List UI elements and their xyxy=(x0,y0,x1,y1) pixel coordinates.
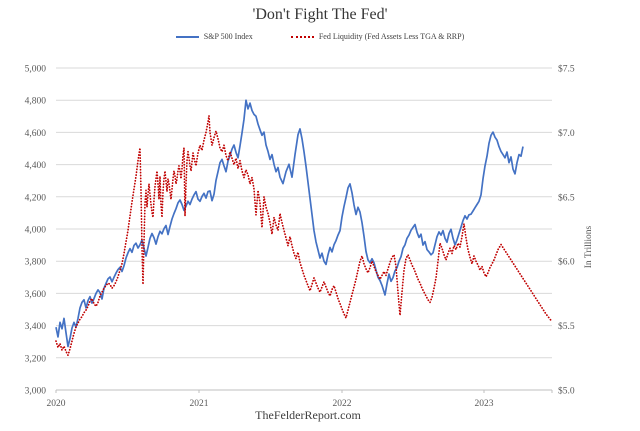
y-left-tick-label: 3,800 xyxy=(25,258,47,268)
chart-title: 'Don't Fight The Fed' xyxy=(252,6,388,23)
y-left-tick-label: 4,600 xyxy=(25,129,47,139)
y-left-tick-label: 3,600 xyxy=(25,290,47,300)
y-left-tick-label: 3,000 xyxy=(25,387,47,397)
x-axis-year-label: 2021 xyxy=(190,399,209,409)
y-right-axis-title: In Trillions xyxy=(584,225,594,268)
legend-label-fed-liquidity: Fed Liquidity (Fed Assets Less TGA & RRP… xyxy=(318,32,465,41)
y-right-tick-label: $5.0 xyxy=(558,386,575,397)
y-left-tick-label: 4,200 xyxy=(25,193,47,203)
y-left-tick-label: 4,000 xyxy=(25,226,47,236)
fed-liquidity-line-swatch xyxy=(290,35,314,38)
y-right-tick-label: $7.5 xyxy=(558,64,575,75)
sp500-line-swatch xyxy=(175,35,199,38)
y-left-tick-label: 3,200 xyxy=(25,354,47,364)
sp500-index-line xyxy=(55,99,524,348)
legend-item-fed-liquidity: Fed Liquidity (Fed Assets Less TGA & RRP… xyxy=(290,32,465,41)
y-right-tick-label: $5.5 xyxy=(558,321,575,332)
y-left-tick-label: 4,400 xyxy=(25,161,47,171)
legend-item-sp500: S&P 500 Index xyxy=(175,32,253,41)
y-left-tick-label: 5,000 xyxy=(25,65,47,75)
source-attribution: TheFelderReport.com xyxy=(255,408,361,422)
x-axis-year-label: 2020 xyxy=(47,399,66,409)
x-axis-year-label: 2023 xyxy=(475,399,494,409)
y-left-tick-label: 3,400 xyxy=(25,322,47,332)
y-right-tick-label: $7.0 xyxy=(558,128,575,139)
fed-liquidity-line xyxy=(55,114,552,357)
legend-label-sp500: S&P 500 Index xyxy=(203,32,253,41)
y-right-tick-label: $6.5 xyxy=(558,192,575,203)
y-right-tick-label: $6.0 xyxy=(558,257,575,268)
legend: S&P 500 Index Fed Liquidity (Fed Assets … xyxy=(0,32,640,41)
x-axis-year-label: 2022 xyxy=(333,399,352,409)
y-left-tick-label: 4,800 xyxy=(25,97,47,107)
